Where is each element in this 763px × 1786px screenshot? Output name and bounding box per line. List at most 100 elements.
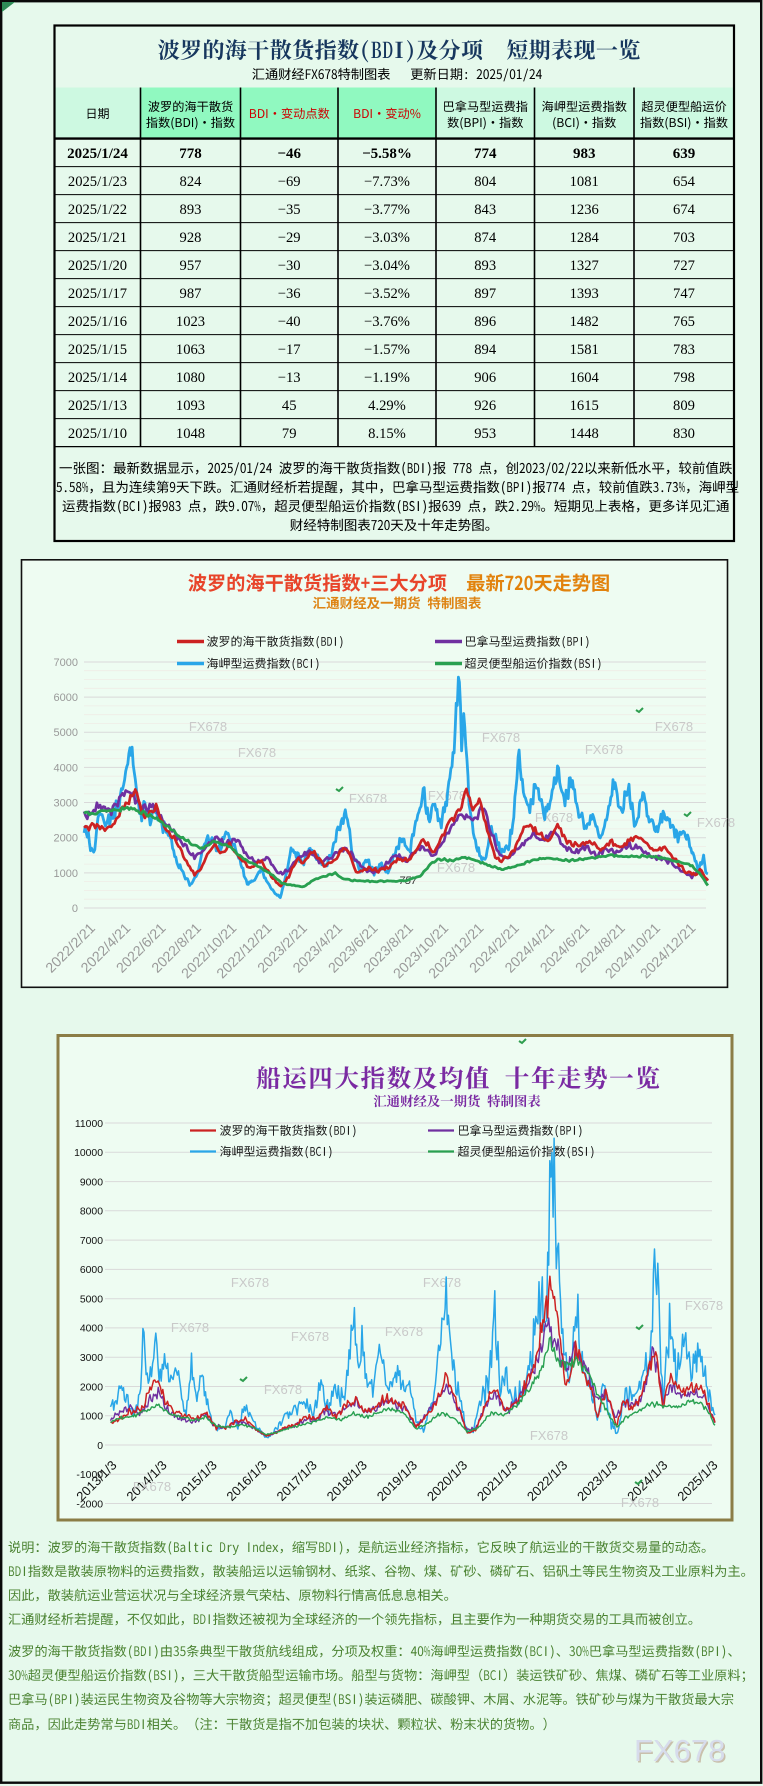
svg-text:3000: 3000 <box>54 798 78 810</box>
svg-text:FX678: FX678 <box>349 791 387 806</box>
svg-text:4000: 4000 <box>80 1324 103 1335</box>
svg-text:774: 774 <box>474 146 497 162</box>
svg-text:−69: −69 <box>278 174 301 190</box>
svg-text:FX678: FX678 <box>482 730 520 745</box>
svg-text:893: 893 <box>180 202 202 218</box>
svg-text:906: 906 <box>474 370 496 386</box>
svg-text:727: 727 <box>673 258 695 274</box>
svg-text:−35: −35 <box>278 202 301 218</box>
svg-text:5000: 5000 <box>80 1295 103 1306</box>
svg-text:809: 809 <box>673 398 695 414</box>
svg-text:783: 783 <box>673 342 695 358</box>
svg-text:798: 798 <box>673 370 695 386</box>
svg-text:843: 843 <box>474 202 496 218</box>
svg-text:897: 897 <box>474 286 496 302</box>
svg-text:−17: −17 <box>278 342 301 358</box>
svg-text:2000: 2000 <box>80 1382 103 1393</box>
svg-text:1080: 1080 <box>176 370 205 386</box>
svg-text:2025/1/16: 2025/1/16 <box>68 314 127 330</box>
svg-text:10000: 10000 <box>74 1148 103 1159</box>
svg-text:6000: 6000 <box>54 692 78 704</box>
svg-text:FX678: FX678 <box>264 1382 302 1397</box>
svg-text:FX678: FX678 <box>530 1428 568 1443</box>
svg-text:8000: 8000 <box>80 1207 103 1218</box>
svg-text:−1.57%: −1.57% <box>364 342 410 358</box>
svg-text:2025/1/17: 2025/1/17 <box>68 286 127 302</box>
svg-text:1236: 1236 <box>570 202 599 218</box>
svg-text:1393: 1393 <box>570 286 599 302</box>
svg-text:FX678: FX678 <box>231 1275 269 1290</box>
svg-text:894: 894 <box>474 342 497 358</box>
svg-text:1581: 1581 <box>570 342 599 358</box>
svg-text:FX678: FX678 <box>423 1275 461 1290</box>
svg-text:765: 765 <box>673 314 695 330</box>
svg-text:1048: 1048 <box>176 426 205 442</box>
svg-text:−3.76%: −3.76% <box>364 314 410 330</box>
svg-text:FX678: FX678 <box>171 1320 209 1335</box>
svg-text:−1.19%: −1.19% <box>364 370 410 386</box>
svg-text:1081: 1081 <box>570 174 599 190</box>
svg-text:987: 987 <box>180 286 202 302</box>
svg-text:−3.52%: −3.52% <box>364 286 410 302</box>
svg-text:−3.77%: −3.77% <box>364 202 410 218</box>
svg-text:FX678: FX678 <box>621 1495 659 1510</box>
svg-text:674: 674 <box>673 202 696 218</box>
svg-text:FX678: FX678 <box>291 1329 329 1344</box>
svg-text:FX678: FX678 <box>385 1324 423 1339</box>
svg-text:928: 928 <box>180 230 202 246</box>
svg-text:2000: 2000 <box>54 833 78 845</box>
svg-text:804: 804 <box>474 174 497 190</box>
svg-text:FX678: FX678 <box>535 810 573 825</box>
svg-text:FX678: FX678 <box>685 1298 723 1313</box>
svg-text:1093: 1093 <box>176 398 205 414</box>
svg-text:9000: 9000 <box>80 1177 103 1188</box>
svg-text:2025/1/21: 2025/1/21 <box>68 230 127 246</box>
svg-text:FX678: FX678 <box>636 1735 727 1770</box>
svg-text:−7.73%: −7.73% <box>364 174 410 190</box>
svg-text:654: 654 <box>673 174 696 190</box>
svg-text:1023: 1023 <box>176 314 205 330</box>
svg-text:1604: 1604 <box>570 370 600 386</box>
svg-text:-2000: -2000 <box>76 1499 103 1510</box>
svg-text:2025/1/10: 2025/1/10 <box>68 426 127 442</box>
svg-text:1327: 1327 <box>570 258 599 274</box>
svg-text:893: 893 <box>474 258 496 274</box>
svg-text:FX678: FX678 <box>437 860 475 875</box>
svg-text:2025/1/14: 2025/1/14 <box>68 370 128 386</box>
svg-text:FX678: FX678 <box>189 719 227 734</box>
svg-text:45: 45 <box>282 398 297 414</box>
svg-text:FX678: FX678 <box>697 815 735 830</box>
svg-text:11000: 11000 <box>75 1119 103 1130</box>
svg-text:−3.03%: −3.03% <box>364 230 410 246</box>
svg-text:−3.04%: −3.04% <box>364 258 410 274</box>
svg-text:0: 0 <box>72 903 78 915</box>
svg-text:830: 830 <box>673 426 695 442</box>
svg-text:703: 703 <box>673 230 695 246</box>
svg-text:824: 824 <box>180 174 203 190</box>
svg-text:79: 79 <box>282 426 297 442</box>
svg-text:2025/1/23: 2025/1/23 <box>68 174 127 190</box>
svg-text:−36: −36 <box>278 286 301 302</box>
svg-text:−29: −29 <box>278 230 301 246</box>
svg-text:1284: 1284 <box>570 230 600 246</box>
svg-text:1615: 1615 <box>570 398 599 414</box>
svg-text:1000: 1000 <box>54 868 78 880</box>
svg-text:1482: 1482 <box>570 314 599 330</box>
svg-text:896: 896 <box>474 314 496 330</box>
svg-text:7000: 7000 <box>80 1236 103 1247</box>
svg-text:7000: 7000 <box>54 657 78 669</box>
svg-text:8.15%: 8.15% <box>368 426 406 442</box>
svg-text:−40: −40 <box>278 314 301 330</box>
svg-text:983: 983 <box>573 146 596 162</box>
svg-text:-1000: -1000 <box>76 1470 103 1481</box>
svg-text:FX678: FX678 <box>634 1733 725 1768</box>
svg-text:957: 957 <box>180 258 202 274</box>
svg-text:FX678: FX678 <box>238 745 276 760</box>
svg-text:−30: −30 <box>278 258 301 274</box>
svg-text:3000: 3000 <box>80 1353 103 1364</box>
svg-text:2025/1/22: 2025/1/22 <box>68 202 127 218</box>
svg-text:639: 639 <box>673 146 696 162</box>
svg-text:874: 874 <box>474 230 497 246</box>
svg-text:1448: 1448 <box>570 426 599 442</box>
svg-text:FX678: FX678 <box>133 1479 171 1494</box>
